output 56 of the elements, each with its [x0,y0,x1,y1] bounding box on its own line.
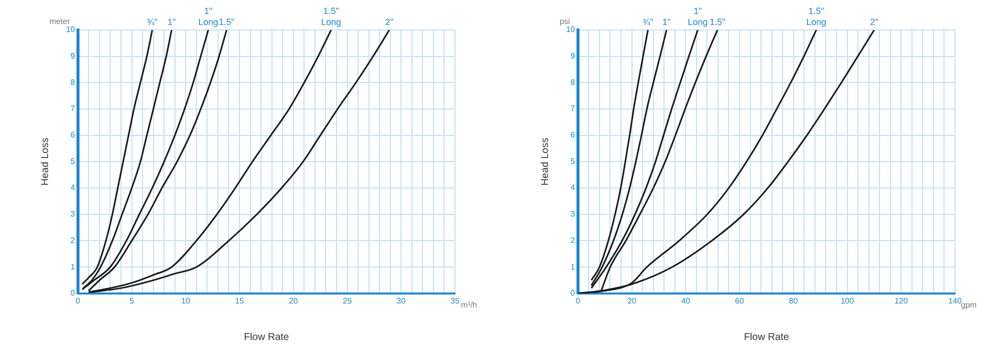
series-label: 1.5" [218,16,234,27]
x-tick-label: 100 [840,296,854,306]
y-tick-label: 2 [570,236,576,245]
series-label: 2" [385,16,394,27]
text: psi [560,17,570,26]
series-label: 1" Long [688,6,708,27]
y-tick-label: 0 [70,288,76,298]
y-tick-label: 2 [70,236,76,245]
x-tick-label: 20 [627,296,637,306]
y-tick-label: 5 [70,156,76,166]
x-tick-label: 10 [181,296,191,306]
y-axis-title: Head Loss [40,138,51,186]
x-tick-label: 25 [342,296,352,306]
series-label: 1" Long [198,6,218,27]
x-tick-label: 35 [450,296,460,306]
series-label: 2" [870,16,878,27]
x-tick-label: 80 [788,296,798,306]
x-axis-title: Flow Rate [244,332,290,343]
x-tick-label: 5 [130,296,135,306]
y-tick-label: 8 [70,78,76,87]
x-tick-label: 20 [288,296,298,306]
y-tick-label: 4 [70,183,76,192]
y-tick-label: 9 [570,52,576,61]
x-tick-label: 140 [948,296,962,306]
series-label: 1" [168,16,176,27]
x-tick-label: 40 [681,296,691,306]
x-tick-label: 30 [396,296,406,306]
text: meter [49,17,70,26]
y-tick-label: 9 [70,52,76,61]
series-label: ¾" [146,16,158,27]
text: m³/h [461,300,477,310]
series-label: 1.5" [710,16,726,27]
y-tick-label: 4 [570,183,576,192]
y-tick-label: 8 [570,78,576,87]
y-tick-label: 6 [70,130,76,140]
text: gpm [961,300,977,310]
x-tick-label: 60 [735,296,745,306]
series-label: 1.5" Long [321,6,342,27]
x-axis-title: Flow Rate [744,332,790,343]
y-tick-label: 3 [70,210,76,219]
y-tick-label: 6 [570,130,576,140]
y-tick-label: 10 [66,25,76,34]
y-tick-label: 3 [570,210,576,219]
y-tick-label: 7 [70,104,76,114]
y-tick-label: 5 [570,156,576,166]
series-label: ¾" [642,16,654,27]
y-tick-label: 0 [570,288,576,298]
x-tick-label: 120 [894,296,908,306]
x-tick-label: 15 [235,296,245,306]
y-tick-label: 1 [70,262,76,272]
series-label: 1.5" Long [806,6,826,27]
series-label: 1" [662,16,671,27]
y-tick-label: 1 [570,262,576,272]
y-axis-title: Head Loss [540,138,551,186]
y-tick-label: 10 [566,25,576,34]
y-tick-label: 7 [570,104,576,114]
